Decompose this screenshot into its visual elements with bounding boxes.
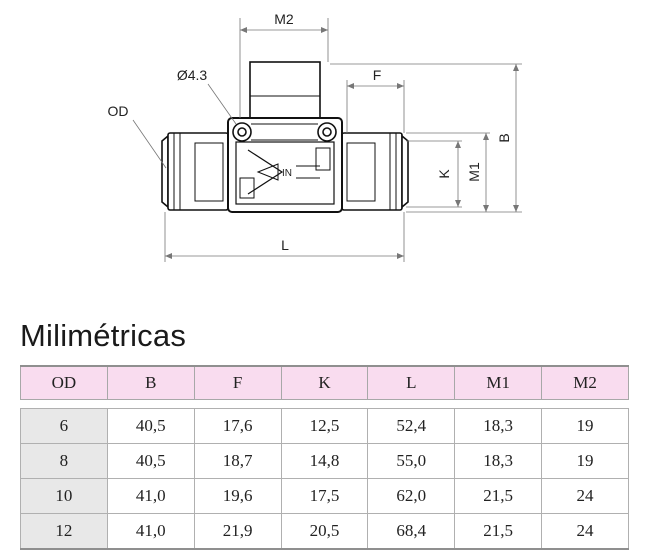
column-header-b: B xyxy=(106,365,195,400)
table-cell: 24 xyxy=(541,478,629,514)
table-spacer xyxy=(20,399,629,409)
column-header-f: F xyxy=(193,365,282,400)
table-cell: 19,6 xyxy=(193,478,282,514)
table-cell: 10 xyxy=(20,478,108,514)
table-row: 12 41,0 21,9 20,5 68,4 21,5 24 xyxy=(20,513,629,550)
dimension-arrows xyxy=(165,27,519,259)
table-cell: 21,9 xyxy=(193,513,282,550)
table-row: 6 40,5 17,6 12,5 52,4 18,3 19 xyxy=(20,408,629,444)
column-header-m1: M1 xyxy=(454,365,543,400)
table-cell: 62,0 xyxy=(367,478,456,514)
label-m1: M1 xyxy=(466,162,482,182)
table-cell: 19 xyxy=(541,443,629,479)
column-header-k: K xyxy=(280,365,369,400)
label-l: L xyxy=(281,237,289,253)
table-cell: 14,8 xyxy=(280,443,369,479)
table-cell: 40,5 xyxy=(106,408,195,444)
table-cell: 41,0 xyxy=(106,478,195,514)
table-cell: 18,3 xyxy=(454,443,543,479)
table-cell: 55,0 xyxy=(367,443,456,479)
label-b: B xyxy=(496,133,512,142)
dimension-lines xyxy=(132,18,522,262)
table-cell: 40,5 xyxy=(106,443,195,479)
table-cell: 17,5 xyxy=(280,478,369,514)
table-cell: 21,5 xyxy=(454,478,543,514)
column-header-od: OD xyxy=(20,365,108,400)
label-in: IN xyxy=(282,168,292,179)
table-cell: 19 xyxy=(541,408,629,444)
column-header-m2: M2 xyxy=(541,365,629,400)
section-title: Milimétricas xyxy=(20,318,187,353)
table-row: 10 41,0 19,6 17,5 62,0 21,5 24 xyxy=(20,478,629,514)
table-cell: 12,5 xyxy=(280,408,369,444)
table-header-row: OD B F K L M1 M2 xyxy=(20,365,629,400)
table-cell: 8 xyxy=(20,443,108,479)
label-m2: M2 xyxy=(274,11,294,27)
table-cell: 18,3 xyxy=(454,408,543,444)
table-cell: 12 xyxy=(20,513,108,550)
table-cell: 68,4 xyxy=(367,513,456,550)
table-cell: 20,5 xyxy=(280,513,369,550)
table-cell: 17,6 xyxy=(193,408,282,444)
table-cell: 18,7 xyxy=(193,443,282,479)
table-cell: 21,5 xyxy=(454,513,543,550)
table-cell: 24 xyxy=(541,513,629,550)
label-hole-diameter: Ø4.3 xyxy=(177,67,208,83)
label-k: K xyxy=(436,169,452,179)
column-header-l: L xyxy=(367,365,456,400)
table-row: 8 40,5 18,7 14,8 55,0 18,3 19 xyxy=(20,443,629,479)
table-cell: 41,0 xyxy=(106,513,195,550)
table-cell: 6 xyxy=(20,408,108,444)
table-cell: 52,4 xyxy=(367,408,456,444)
label-od: OD xyxy=(108,103,129,119)
dimensions-table: OD B F K L M1 M2 6 40,5 17,6 12,5 52,4 1… xyxy=(20,365,629,550)
label-f: F xyxy=(373,67,382,83)
technical-drawing: M2 Ø4.3 F OD L IN B M1 K xyxy=(108,11,522,262)
fitting-body xyxy=(161,61,409,213)
